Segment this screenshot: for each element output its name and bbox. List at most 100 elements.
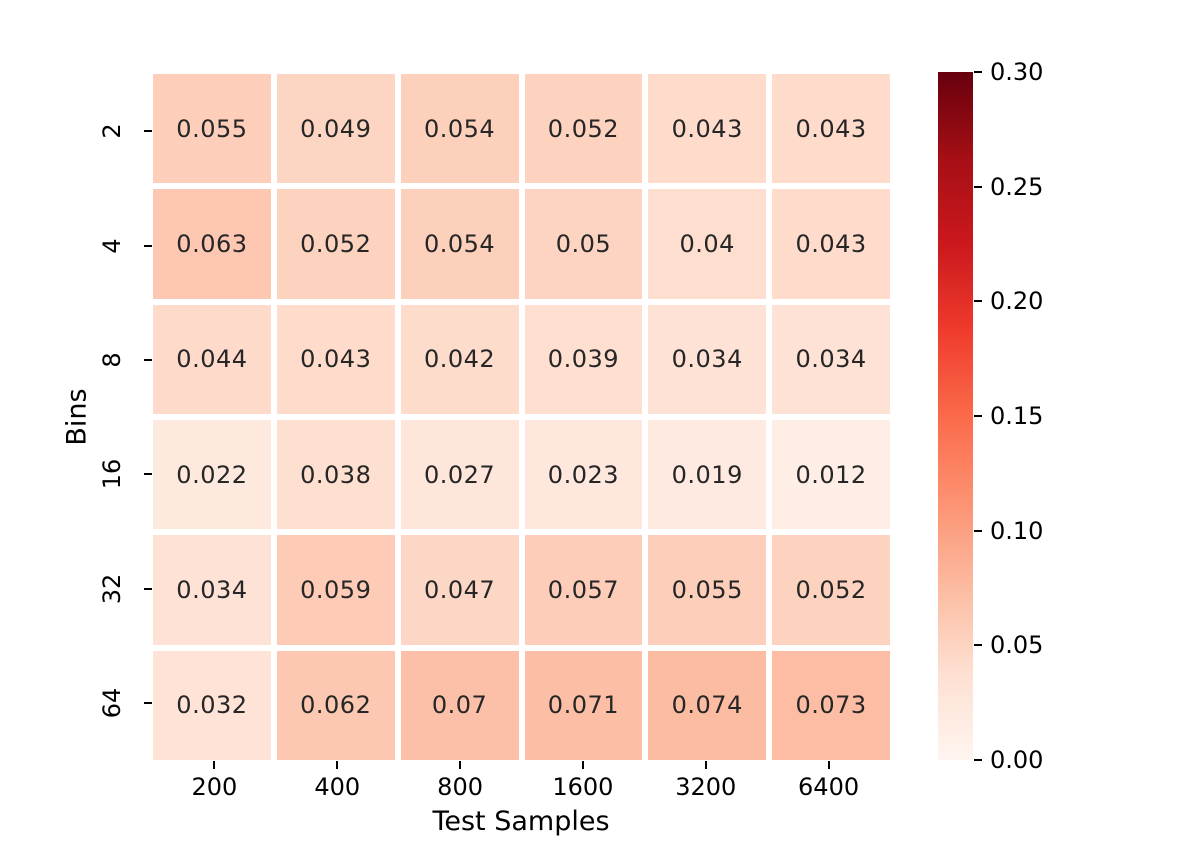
heatmap-cell: 0.07 (400, 650, 519, 760)
cell-value-label: 0.038 (300, 460, 372, 489)
colorbar-tick-mark (974, 185, 982, 188)
x-tick-mark (213, 761, 216, 769)
x-tick-label: 400 (314, 773, 361, 801)
cell-value-label: 0.023 (547, 460, 620, 489)
x-axis-title: Test Samples (432, 806, 610, 837)
heatmap-cell: 0.05 (524, 189, 643, 299)
cell-value-label: 0.052 (547, 114, 620, 143)
heatmap-cell: 0.043 (276, 304, 395, 414)
colorbar-tick-mark (974, 529, 982, 532)
heatmap-cell: 0.054 (400, 189, 519, 299)
x-tick-mark (459, 761, 462, 769)
heatmap-cell: 0.012 (772, 420, 890, 530)
heatmap-cell: 0.052 (524, 74, 643, 184)
heatmap-cell: 0.052 (772, 535, 890, 645)
cell-value-label: 0.039 (547, 345, 620, 374)
cell-value-label: 0.012 (795, 460, 867, 489)
x-tick-label: 6400 (798, 773, 860, 801)
x-tick-mark (581, 761, 584, 769)
cell-value-label: 0.022 (176, 460, 248, 489)
cell-value-label: 0.04 (679, 229, 735, 258)
y-tick-label: 8 (98, 352, 126, 368)
cell-value-label: 0.052 (795, 575, 867, 604)
heatmap-cell: 0.049 (276, 74, 395, 184)
heatmap-cell: 0.019 (648, 420, 767, 530)
cell-value-label: 0.062 (300, 691, 372, 720)
cell-value-label: 0.043 (795, 229, 867, 258)
cell-value-label: 0.057 (547, 575, 620, 604)
cell-value-label: 0.054 (423, 114, 496, 143)
y-tick-mark (144, 130, 152, 133)
colorbar-tick-mark (974, 644, 982, 647)
x-tick-mark (827, 761, 830, 769)
cell-value-label: 0.05 (555, 229, 612, 258)
heatmap-cell: 0.074 (648, 650, 767, 760)
colorbar-tick-label: 0.05 (990, 631, 1044, 660)
y-tick-label: 16 (98, 458, 126, 490)
cell-value-label: 0.074 (671, 691, 743, 720)
heatmap-cell: 0.063 (153, 189, 271, 299)
cell-value-label: 0.042 (423, 345, 496, 374)
heatmap-cell: 0.062 (276, 650, 395, 760)
cell-value-label: 0.055 (671, 575, 743, 604)
cell-value-label: 0.027 (423, 460, 496, 489)
cell-value-label: 0.059 (300, 575, 372, 604)
cell-value-label: 0.055 (176, 114, 248, 143)
colorbar-tick-label: 0.30 (990, 58, 1044, 86)
heatmap-cell: 0.043 (648, 74, 767, 184)
cell-value-label: 0.019 (671, 460, 743, 489)
heatmap-cell: 0.057 (524, 535, 643, 645)
heatmap-cell: 0.043 (772, 189, 890, 299)
cell-value-label: 0.032 (176, 691, 248, 720)
y-tick-label: 2 (98, 123, 126, 139)
colorbar-tick-label: 0.25 (990, 172, 1044, 201)
colorbar-tick-label: 0.15 (990, 402, 1044, 430)
x-tick-label: 800 (437, 773, 483, 801)
colorbar-gradient (938, 72, 973, 760)
heatmap-plot-area: 0.055 0.049 0.054 0.052 0.043 0.043 0.063 0.052… (153, 74, 890, 760)
heatmap-cell: 0.044 (153, 304, 271, 414)
colorbar-tick-mark (974, 300, 982, 303)
x-tick-mark (336, 761, 339, 769)
cell-value-label: 0.044 (176, 345, 248, 374)
y-tick-mark (144, 587, 152, 590)
heatmap-cell: 0.047 (400, 535, 519, 645)
heatmap-cell: 0.042 (400, 304, 519, 414)
cell-value-label: 0.047 (423, 575, 496, 604)
colorbar-tick-mark (974, 759, 982, 761)
cell-value-label: 0.054 (423, 229, 496, 258)
x-tick-label: 200 (191, 773, 238, 801)
x-tick-mark (704, 761, 707, 769)
heatmap-cell: 0.039 (524, 304, 643, 414)
cell-value-label: 0.043 (671, 114, 743, 143)
colorbar-tick-mark (974, 415, 982, 417)
heatmap-cell: 0.034 (772, 304, 890, 414)
cell-value-label: 0.034 (795, 345, 867, 374)
x-tick-label: 3200 (675, 773, 737, 801)
heatmap-cell: 0.027 (400, 420, 519, 530)
heatmap-cell: 0.043 (772, 74, 890, 184)
colorbar-tick-label: 0.20 (990, 287, 1044, 316)
x-tick-label: 1600 (552, 773, 614, 801)
heatmap-cell: 0.023 (524, 420, 643, 530)
colorbar-tick-label: 0.10 (990, 516, 1044, 545)
heatmap-cell: 0.059 (276, 535, 395, 645)
y-tick-label: 64 (98, 687, 126, 719)
cell-value-label: 0.07 (431, 691, 488, 720)
heatmap-cell: 0.052 (276, 189, 395, 299)
heatmap-cell: 0.022 (153, 420, 271, 530)
heatmap-cell: 0.055 (648, 535, 767, 645)
y-tick-label: 32 (98, 573, 126, 604)
cell-value-label: 0.071 (547, 691, 620, 720)
y-tick-label: 4 (98, 237, 126, 254)
colorbar-tick-mark (974, 71, 982, 73)
heatmap-cell: 0.034 (648, 304, 767, 414)
heatmap-cell: 0.038 (276, 420, 395, 530)
heatmap-cell: 0.034 (153, 535, 271, 645)
heatmap-cell: 0.071 (524, 650, 643, 760)
y-tick-mark (144, 244, 152, 247)
cell-value-label: 0.034 (176, 575, 248, 604)
cell-value-label: 0.073 (795, 691, 867, 720)
cell-value-label: 0.043 (795, 114, 867, 143)
